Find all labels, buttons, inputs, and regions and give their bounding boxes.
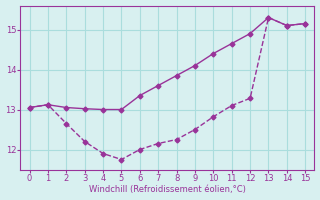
X-axis label: Windchill (Refroidissement éolien,°C): Windchill (Refroidissement éolien,°C) [89, 185, 246, 194]
